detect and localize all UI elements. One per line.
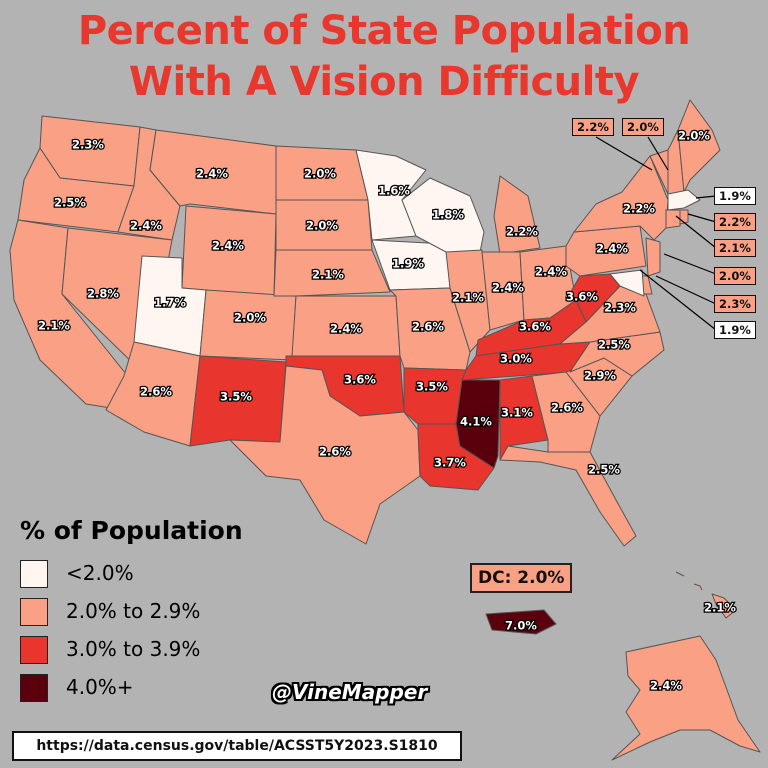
territory-pr [485, 609, 557, 635]
legend-label: 4.0%+ [66, 675, 134, 699]
legend-label: 2.0% to 2.9% [66, 599, 201, 623]
state-label-mt: 2.4% [196, 167, 228, 181]
title-line-2: With A Vision Difficulty [128, 59, 640, 105]
state-label-wa: 2.3% [72, 138, 104, 152]
state-ct [665, 209, 681, 229]
state-label-ky: 3.6% [519, 320, 551, 334]
state-label-ca: 2.1% [38, 319, 70, 333]
author-credit: @VineMapper [272, 680, 428, 704]
state-mi [493, 175, 541, 255]
state-label-tx: 2.6% [319, 445, 351, 459]
state-label-ms: 4.1% [460, 415, 492, 429]
state-label-nc: 2.5% [598, 338, 630, 352]
state-ma [667, 189, 701, 211]
state-label-id: 2.4% [130, 219, 162, 233]
de-box-label: 2.3% [714, 295, 756, 313]
vt-box-label: 2.2% [572, 118, 614, 136]
state-label-hi: 2.1% [704, 601, 736, 615]
state-label-pa: 2.4% [596, 242, 628, 256]
state-label-ks: 2.4% [330, 322, 362, 336]
state-label-ny: 2.2% [623, 202, 655, 216]
state-label-tn: 3.0% [500, 352, 532, 366]
legend-title: % of Population [20, 516, 243, 545]
legend-swatch [20, 560, 48, 588]
state-label-co: 2.0% [234, 311, 266, 325]
state-md [609, 269, 645, 297]
nj-box-label: 2.0% [714, 267, 756, 285]
legend-swatch [20, 636, 48, 664]
state-label-nv: 2.8% [87, 287, 119, 301]
state-ak [611, 635, 761, 761]
legend-swatch [20, 674, 48, 702]
legend-swatch [20, 598, 48, 626]
state-label-nd: 2.0% [304, 167, 336, 181]
state-fl [499, 445, 637, 547]
md-box-label: 1.9% [714, 321, 756, 339]
state-label-ar: 3.5% [416, 380, 448, 394]
state-label-ut: 1.7% [154, 296, 186, 310]
state-label-la: 3.7% [434, 456, 466, 470]
state-ne [273, 249, 391, 297]
state-label-mo: 2.6% [412, 320, 444, 334]
state-me [677, 99, 721, 193]
state-label-wy: 2.4% [212, 239, 244, 253]
state-label-sd: 2.0% [306, 219, 338, 233]
ma-box-label: 1.9% [714, 187, 756, 205]
state-label-ne: 2.1% [312, 268, 344, 282]
state-label-or: 2.5% [54, 196, 86, 210]
state-hi [675, 571, 737, 619]
state-label-ia: 1.9% [392, 257, 424, 271]
ri-box-label: 2.2% [714, 213, 756, 231]
ct-box-label: 2.1% [714, 239, 756, 257]
state-label-va: 2.3% [604, 301, 636, 315]
state-co [199, 289, 297, 361]
title-line-1: Percent of State Population [77, 8, 691, 54]
state-label-ak: 2.4% [650, 679, 682, 693]
legend-label: 3.0% to 3.9% [66, 637, 201, 661]
state-tx [229, 365, 421, 545]
state-label-me: 2.0% [678, 129, 710, 143]
state-label-wi: 1.8% [432, 208, 464, 222]
state-label-in: 2.4% [492, 281, 524, 295]
state-label-pr: 7.0% [505, 619, 537, 633]
state-label-mn: 1.6% [378, 184, 410, 198]
leader-lines [595, 136, 717, 331]
state-wi [401, 177, 485, 253]
state-nj [645, 237, 661, 277]
legend-label: <2.0% [66, 561, 134, 585]
state-label-ga: 2.6% [551, 401, 583, 415]
state-label-wv: 3.6% [566, 290, 598, 304]
state-label-sc: 2.9% [584, 369, 616, 383]
source-url: https://data.census.gov/table/ACSST5Y202… [12, 731, 462, 761]
map-title: Percent of State Population With A Visio… [0, 6, 768, 108]
dc-label: DC: 2.0% [470, 563, 573, 593]
state-label-nm: 3.5% [220, 390, 252, 404]
state-label-oh: 2.4% [535, 265, 567, 279]
state-ny [573, 155, 669, 241]
state-label-az: 2.6% [140, 385, 172, 399]
nh-box-label: 2.0% [622, 118, 664, 136]
state-label-fl: 2.5% [588, 463, 620, 477]
state-label-mi: 2.2% [506, 225, 538, 239]
state-al [499, 375, 549, 461]
state-label-al: 3.1% [501, 406, 533, 420]
state-labels: 2.3% 2.5% 2.1% 2.4% 2.8% 2.4% 2.4% 1.7% 2.6% 2.0%… [37, 127, 738, 694]
state-label-il: 2.1% [452, 291, 484, 305]
state-label-ok: 3.6% [344, 373, 376, 387]
